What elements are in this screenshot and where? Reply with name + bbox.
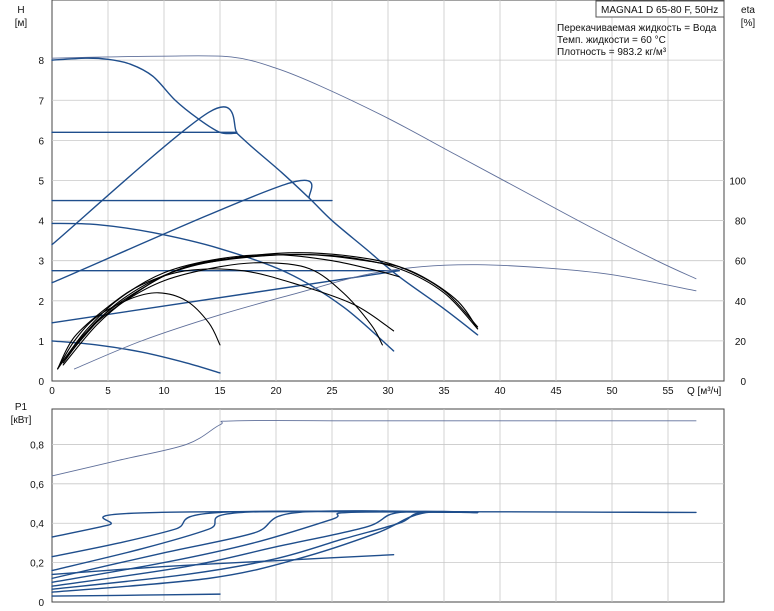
power-curve	[51, 510, 697, 538]
x-tick-label: 35	[438, 386, 450, 397]
power-axis-label: P1	[15, 402, 28, 413]
head-plot-curves	[51, 55, 697, 374]
head-curve	[51, 179, 313, 284]
head-curve	[51, 222, 395, 352]
x-tick-label: 45	[550, 386, 562, 397]
efficiency-tick-label: 100	[729, 176, 746, 187]
efficiency-axis-label: eta	[741, 5, 755, 16]
head-tick-label: 4	[38, 217, 44, 228]
power-curve	[51, 510, 479, 593]
power-curve	[51, 510, 479, 587]
eta-curve	[57, 292, 221, 370]
head-tick-label: 1	[38, 337, 44, 348]
head-tick-label: 3	[38, 257, 44, 268]
efficiency-tick-label: 60	[735, 257, 747, 268]
power-plot-curves	[51, 420, 697, 597]
head-plot-grid	[52, 0, 724, 381]
head-curve	[51, 270, 400, 324]
model-label-box	[595, 0, 725, 18]
x-tick-label: 25	[326, 386, 338, 397]
x-tick-label: 55	[662, 386, 674, 397]
x-tick-label: 0	[49, 386, 55, 397]
x-tick-label: 40	[494, 386, 506, 397]
head-plot-ticks: 0 5 10 15 20 25 30 35 40 45 50 55012345678020406080…	[38, 56, 746, 397]
power-tick-label: 0,4	[30, 519, 44, 530]
head-tick-label: 7	[38, 96, 44, 107]
power-tick-label: 0,6	[30, 480, 44, 491]
efficiency-axis-unit: [%]	[741, 18, 756, 29]
x-tick-label: 20	[270, 386, 282, 397]
head-tick-label: 5	[38, 176, 44, 187]
x-tick-label: 5	[105, 386, 111, 397]
temperature-label: Темп. жидкости = 60 °C	[557, 35, 666, 46]
head-curve	[51, 55, 697, 280]
head-axis-unit: [м]	[15, 18, 28, 29]
medium-label: Перекачиваемая жидкость = Вода	[557, 23, 717, 34]
power-tick-label: 0,2	[30, 559, 44, 570]
eta-curve	[62, 262, 383, 362]
efficiency-tick-label: 80	[735, 217, 747, 228]
efficiency-tick-label: 20	[735, 337, 747, 348]
x-tick-label: 30	[382, 386, 394, 397]
power-plot-ticks: 0 0,2 0,4 0,6 0,8	[30, 440, 44, 609]
efficiency-tick-label: 0	[740, 377, 746, 388]
eta-curve	[57, 254, 400, 370]
power-plot: 0 0,2 0,4 0,6 0,8	[30, 408, 725, 609]
power-curve	[51, 593, 221, 597]
density-label: Плотность = 983.2 кг/м³	[557, 47, 667, 58]
power-axis-unit: [кВт]	[11, 415, 32, 426]
head-curve	[51, 57, 238, 135]
head-axis-label: H	[17, 5, 24, 16]
eta-curve	[73, 264, 697, 370]
head-tick-label: 8	[38, 56, 44, 67]
head-plot: 0 5 10 15 20 25 30 35 40 45 50 55012345678020406080…	[38, 0, 746, 397]
power-tick-label: 0	[38, 598, 44, 609]
eta-curve	[62, 252, 479, 364]
head-tick-label: 0	[38, 377, 44, 388]
head-curve	[51, 340, 221, 374]
eta-curve	[62, 253, 479, 362]
head-curve	[236, 132, 479, 336]
power-curve	[51, 554, 395, 576]
x-tick-label: 10	[158, 386, 170, 397]
power-curve	[51, 420, 697, 477]
power-curve	[51, 510, 479, 580]
head-tick-label: 6	[38, 136, 44, 147]
power-plot-grid	[52, 409, 724, 602]
x-tick-label: 50	[606, 386, 618, 397]
eta-curve	[57, 268, 395, 370]
info-box: MAGNA1 D 65-80 F, 50Hz Перекачиваемая жи…	[557, 0, 725, 58]
flow-axis-label: Q [м³/ч]	[687, 386, 722, 397]
x-tick-label: 15	[214, 386, 226, 397]
efficiency-tick-label: 40	[735, 297, 747, 308]
head-curve	[51, 106, 238, 246]
head-tick-label: 2	[38, 297, 44, 308]
power-tick-label: 0,8	[30, 440, 44, 451]
power-curve	[51, 511, 479, 584]
model-label: MAGNA1 D 65-80 F, 50Hz	[601, 5, 718, 16]
power-curve	[51, 510, 479, 590]
